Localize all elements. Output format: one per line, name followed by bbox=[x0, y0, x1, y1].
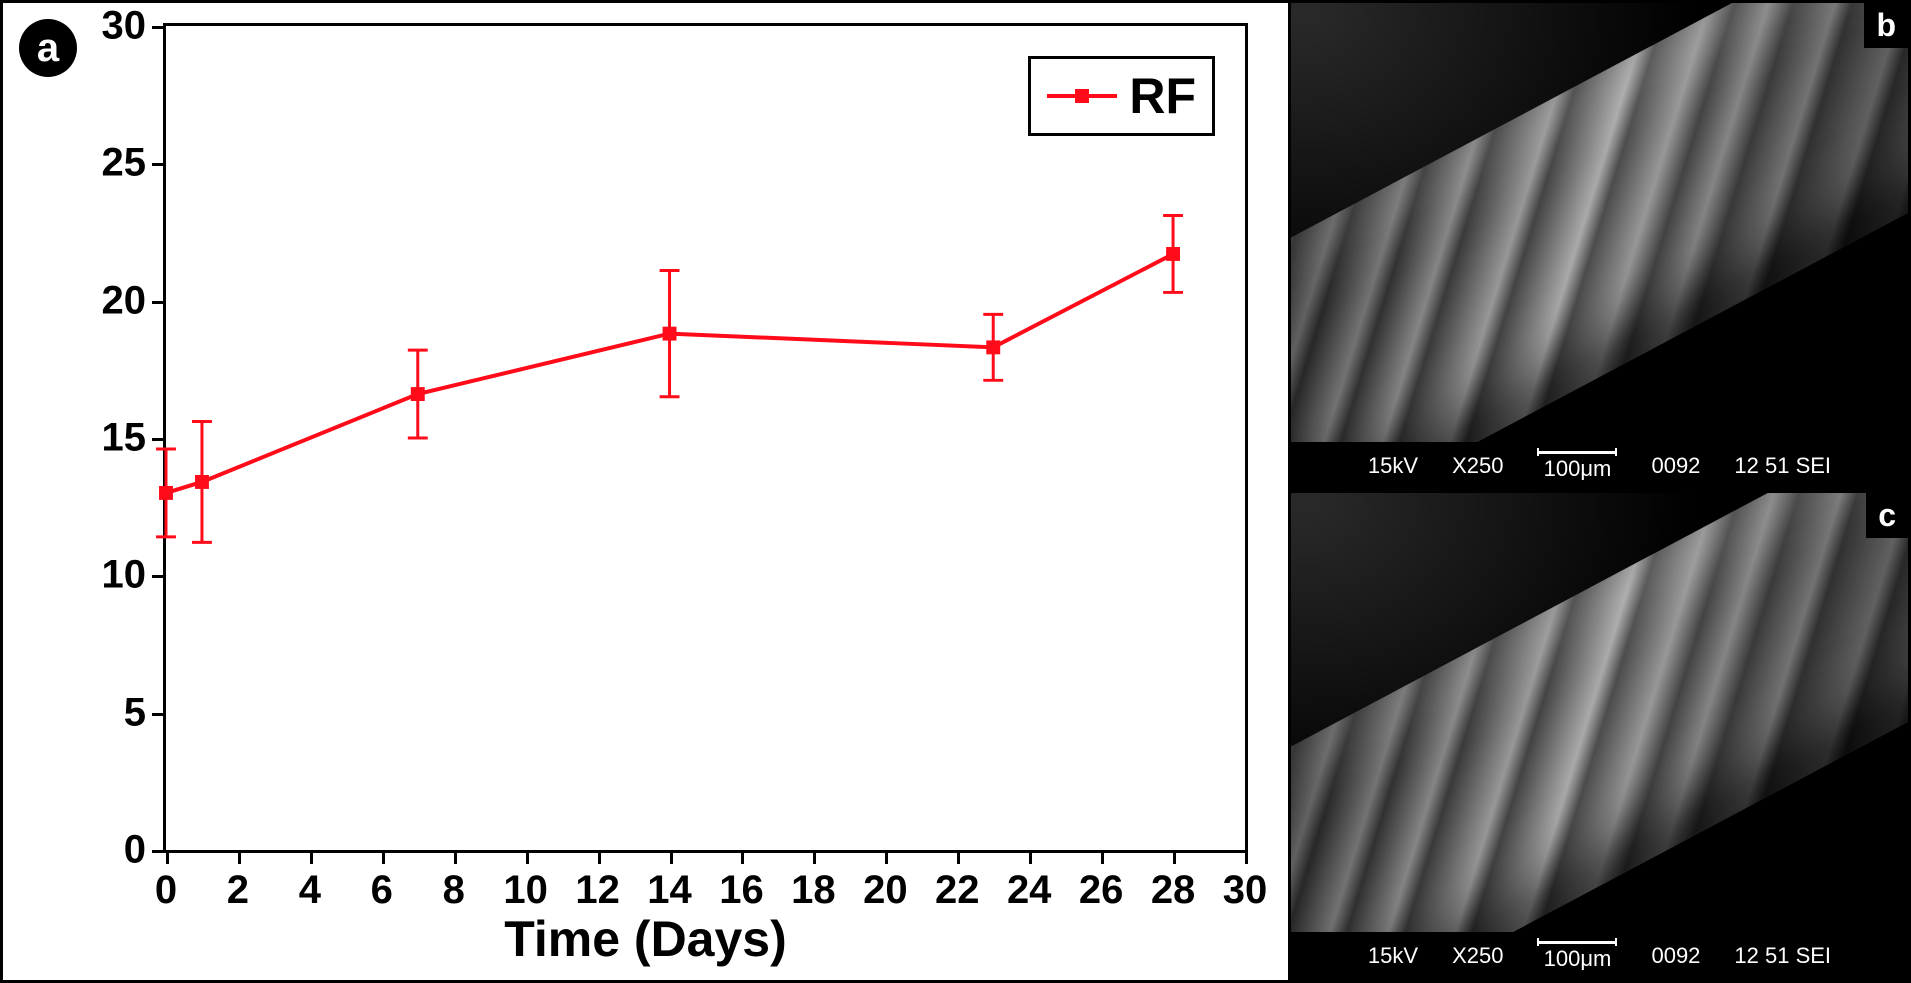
x-tick bbox=[957, 850, 960, 864]
sem-b-detector: 12 51 SEI bbox=[1734, 453, 1831, 479]
x-tick-label: 18 bbox=[791, 868, 836, 913]
chart-panel-a: a % Weight Loss Time (Days) RF 051015202… bbox=[3, 3, 1288, 980]
sem-c-scalebar: 100μm bbox=[1537, 941, 1617, 972]
data-marker bbox=[411, 387, 425, 401]
x-tick bbox=[382, 850, 385, 864]
x-tick bbox=[885, 850, 888, 864]
x-tick bbox=[1245, 850, 1248, 864]
y-tick-label: 0 bbox=[124, 828, 146, 873]
sem-c-info-bar: 15kV X250 100μm 0092 12 51 SEI bbox=[1291, 932, 1908, 980]
y-tick-label: 15 bbox=[102, 416, 147, 461]
x-tick bbox=[741, 850, 744, 864]
x-tick bbox=[526, 850, 529, 864]
y-tick bbox=[152, 438, 166, 441]
x-tick bbox=[1101, 850, 1104, 864]
sem-b-image-id: 0092 bbox=[1651, 453, 1700, 479]
panel-label-c: c bbox=[1866, 493, 1908, 538]
sem-b-scale-label: 100μm bbox=[1544, 456, 1612, 482]
x-tick-label: 28 bbox=[1151, 868, 1196, 913]
y-tick bbox=[152, 850, 166, 853]
x-tick bbox=[454, 850, 457, 864]
x-tick bbox=[166, 850, 169, 864]
data-marker bbox=[195, 475, 209, 489]
x-tick-label: 22 bbox=[935, 868, 980, 913]
y-tick-label: 30 bbox=[102, 4, 147, 49]
x-tick bbox=[310, 850, 313, 864]
sem-b-magnification: X250 bbox=[1452, 453, 1503, 479]
y-tick-label: 25 bbox=[102, 141, 147, 186]
sem-c-image-id: 0092 bbox=[1651, 943, 1700, 969]
chart-svg bbox=[166, 26, 1245, 850]
panel-label-b: b bbox=[1864, 3, 1908, 48]
panel-label-a: a bbox=[19, 19, 77, 77]
sem-panels: b 15kV X250 100μm 0092 12 51 SEI c 15kV … bbox=[1288, 3, 1908, 980]
sem-c-magnification: X250 bbox=[1452, 943, 1503, 969]
sem-panel-b: b 15kV X250 100μm 0092 12 51 SEI bbox=[1291, 3, 1908, 493]
x-tick-label: 0 bbox=[155, 868, 177, 913]
y-tick bbox=[152, 301, 166, 304]
sem-b-voltage: 15kV bbox=[1368, 453, 1418, 479]
y-tick-label: 10 bbox=[102, 553, 147, 598]
sem-b-info-bar: 15kV X250 100μm 0092 12 51 SEI bbox=[1291, 442, 1908, 490]
sem-c-detector: 12 51 SEI bbox=[1734, 943, 1831, 969]
sem-panel-c: c 15kV X250 100μm 0092 12 51 SEI bbox=[1291, 493, 1908, 980]
y-tick bbox=[152, 163, 166, 166]
figure-container: a % Weight Loss Time (Days) RF 051015202… bbox=[0, 0, 1911, 983]
x-axis-label: Time (Days) bbox=[504, 910, 787, 968]
x-tick bbox=[670, 850, 673, 864]
x-tick bbox=[1029, 850, 1032, 864]
scalebar-icon bbox=[1537, 451, 1617, 454]
x-tick-label: 10 bbox=[503, 868, 548, 913]
plot-area: RF 0510152025300246810121416182022242628… bbox=[163, 23, 1248, 853]
x-tick-label: 8 bbox=[443, 868, 465, 913]
x-tick-label: 30 bbox=[1223, 868, 1268, 913]
scalebar-icon bbox=[1537, 941, 1617, 944]
x-tick bbox=[813, 850, 816, 864]
x-tick-label: 14 bbox=[647, 868, 692, 913]
x-tick bbox=[1173, 850, 1176, 864]
x-tick-label: 20 bbox=[863, 868, 908, 913]
data-marker bbox=[159, 486, 173, 500]
x-tick-label: 16 bbox=[719, 868, 764, 913]
y-tick-label: 5 bbox=[124, 690, 146, 735]
sem-c-scale-label: 100μm bbox=[1544, 946, 1612, 972]
x-tick-label: 2 bbox=[227, 868, 249, 913]
x-tick bbox=[598, 850, 601, 864]
sem-b-scalebar: 100μm bbox=[1537, 451, 1617, 482]
x-tick-label: 12 bbox=[575, 868, 620, 913]
x-tick-label: 4 bbox=[299, 868, 321, 913]
y-tick-label: 20 bbox=[102, 278, 147, 323]
y-tick bbox=[152, 713, 166, 716]
x-tick-label: 24 bbox=[1007, 868, 1052, 913]
x-tick-label: 6 bbox=[371, 868, 393, 913]
y-tick bbox=[152, 575, 166, 578]
data-marker bbox=[986, 340, 1000, 354]
data-marker bbox=[663, 327, 677, 341]
x-tick bbox=[238, 850, 241, 864]
sem-c-voltage: 15kV bbox=[1368, 943, 1418, 969]
y-tick bbox=[152, 26, 166, 29]
data-marker bbox=[1166, 247, 1180, 261]
x-tick-label: 26 bbox=[1079, 868, 1124, 913]
